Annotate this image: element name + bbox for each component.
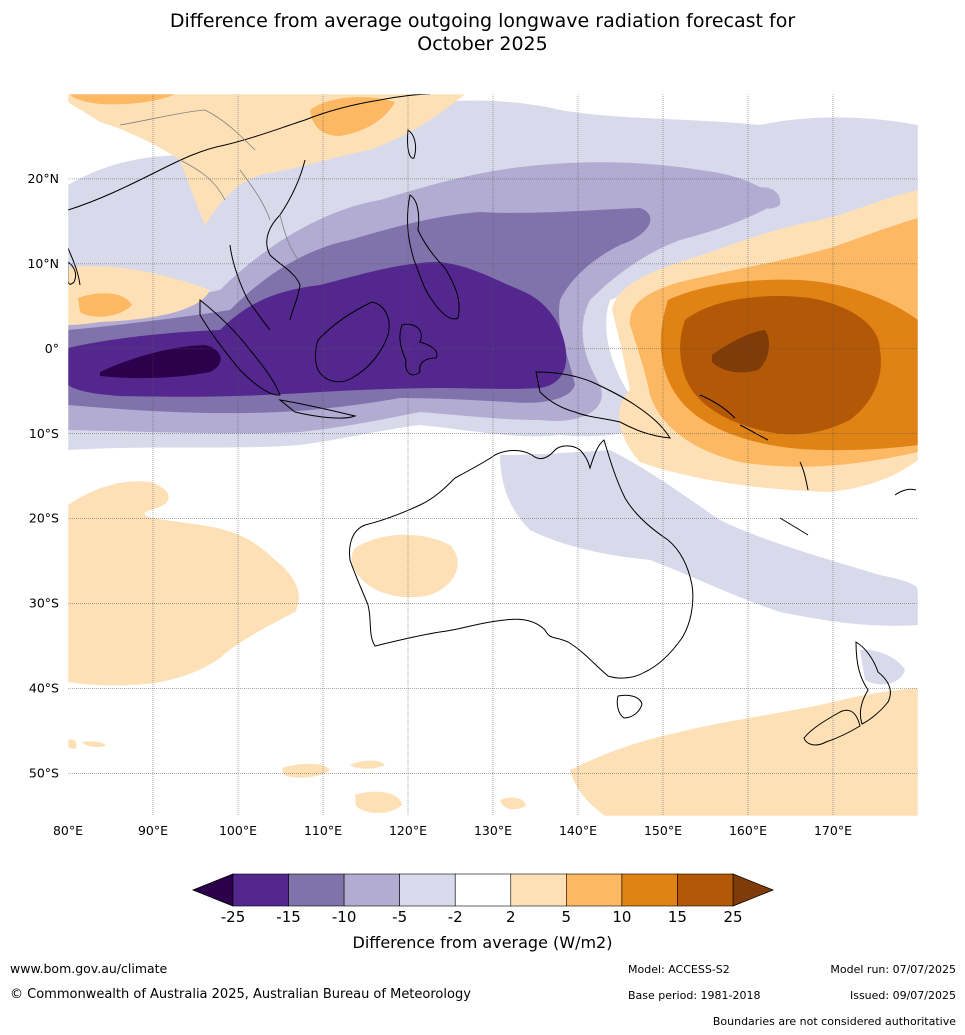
longitude-tick-label: 120°E [389, 823, 427, 838]
anomaly-region-plus-2-patch-6 [82, 741, 106, 747]
colorbar-swatch [232, 873, 289, 907]
longitude-tick-label: 130°E [474, 823, 512, 838]
longitude-tick-label: 140°E [559, 823, 597, 838]
latitude-tick-label: 0° [45, 341, 59, 356]
colorbar-tick-label: -15 [276, 908, 301, 926]
longitude-tick-labels: 80°E 90°E 100°E 110°E 120°E 130°E 140°E 150°E 16… [53, 823, 852, 838]
new-caledonia-coastline [779, 517, 809, 536]
latitude-tick-label: 10°S [29, 426, 59, 441]
colorbar-low-extend [191, 873, 234, 907]
anomaly-region-plus-2-south [570, 688, 918, 816]
colorbar-tick-label: -2 [448, 908, 463, 926]
longitude-tick-label: 160°E [729, 823, 767, 838]
india-coastline [68, 247, 81, 286]
colorbar-tick-label: 2 [506, 908, 516, 926]
anomaly-region-plus-2-wa [351, 534, 458, 598]
base-period: Base period: 1981-2018 [628, 989, 761, 1002]
gridlines [68, 94, 918, 816]
colorbar-high-extend [732, 873, 775, 907]
fiji-coastline [894, 488, 917, 496]
asia-borders [119, 109, 301, 263]
title-line-2: October 2025 [417, 33, 548, 55]
anomaly-region-plus-15-pacific [680, 296, 881, 435]
colorbar-tick-label: 25 [723, 908, 742, 926]
longitude-tick-label: 90°E [138, 823, 168, 838]
latitude-tick-label: 10°N [27, 256, 59, 271]
anomaly-region-minus-5-east [756, 187, 781, 209]
colorbar-tick-label: -25 [221, 908, 246, 926]
colorbar-swatch [288, 873, 345, 907]
map-frame [67, 93, 919, 817]
longitude-tick-label: 170°E [814, 823, 852, 838]
anomaly-region-plus-5-china [310, 97, 395, 136]
boundaries-disclaimer: Boundaries are not considered authoritat… [712, 1015, 956, 1028]
latitude-tick-label: 20°N [27, 171, 59, 186]
colorbar-swatch [510, 873, 567, 907]
australia-coastline [349, 439, 694, 679]
longitude-tick-label: 110°E [304, 823, 342, 838]
colorbar-swatch [399, 873, 456, 907]
colorbar-tick-label: 5 [562, 908, 572, 926]
anomaly-region-plus-2-patch-3 [355, 791, 402, 813]
longitude-tick-label: 80°E [53, 823, 83, 838]
anomaly-region-plus-25-pacific [712, 330, 770, 373]
colorbar-swatch [621, 873, 678, 907]
latitude-tick-labels: 20°N 10°N 0° 10°S 20°S 30°S 40°S 50°S [27, 171, 59, 781]
se-asia-coastline [68, 94, 431, 331]
anomaly-region-plus-5-asia [70, 94, 175, 105]
colorbar-swatch [454, 873, 512, 907]
java-coastline [278, 399, 357, 419]
colorbar-swatch [343, 873, 400, 907]
philippines-coastline [406, 194, 460, 320]
sulawesi-coastline [399, 323, 438, 376]
new-zealand-north-coastline [855, 641, 891, 725]
anomaly-region-plus-2-patch-5 [68, 739, 77, 749]
colorbar: -25 -15 -10 -5 -2 2 5 10 15 25 [191, 873, 775, 926]
colorbar-tick-label: 10 [612, 908, 631, 926]
anomaly-region-minus-2-nz [860, 649, 905, 685]
latitude-tick-label: 30°S [29, 596, 59, 611]
colorbar-tick-label: -10 [332, 908, 357, 926]
new-zealand-south-coastline [803, 709, 861, 746]
colorbar-tick-label: 15 [668, 908, 687, 926]
issued-date: Issued: 09/07/2025 [849, 989, 956, 1002]
model-run-date: Model run: 07/07/2025 [830, 963, 956, 976]
anomaly-region-minus-25 [100, 345, 221, 379]
longitude-tick-label: 150°E [644, 823, 682, 838]
taiwan-coastline [407, 129, 417, 159]
anomaly-region-plus-2-patch-4 [500, 797, 526, 810]
coastlines [68, 94, 917, 746]
website-link[interactable]: www.bom.gov.au/climate [10, 961, 168, 976]
anomaly-region-plus-5-west [78, 293, 132, 317]
country-borders [119, 109, 301, 263]
anomaly-region-minus-2-aus [500, 450, 918, 626]
colorbar-tick-label: -5 [392, 908, 407, 926]
sumatra-coastline [199, 298, 281, 396]
latitude-tick-label: 40°S [29, 681, 59, 696]
anomaly-region-plus-2-indian [68, 481, 299, 686]
borneo-coastline [314, 301, 390, 383]
anomaly-region-plus-2-patch-2 [350, 760, 385, 769]
tasmania-coastline [616, 694, 643, 719]
longitude-tick-label: 100°E [219, 823, 257, 838]
colorbar-swatch [677, 873, 734, 907]
vanuatu-coastline [799, 461, 809, 491]
model-name: Model: ACCESS-S2 [628, 963, 730, 976]
solomon-islands-coastline [699, 394, 769, 441]
latitude-tick-label: 50°S [29, 766, 59, 781]
colorbar-swatch [566, 873, 623, 907]
latitude-tick-label: 20°S [29, 511, 59, 526]
colorbar-title: Difference from average (W/m2) [352, 933, 613, 952]
map-title: Difference from average outgoing longwav… [0, 10, 965, 56]
anomaly-region-plus-2-patch-1 [282, 763, 330, 778]
new-guinea-coastline [535, 371, 671, 439]
copyright-text: © Commonwealth of Australia 2025, Austra… [10, 987, 471, 1002]
title-line-1: Difference from average outgoing longwav… [169, 10, 796, 32]
